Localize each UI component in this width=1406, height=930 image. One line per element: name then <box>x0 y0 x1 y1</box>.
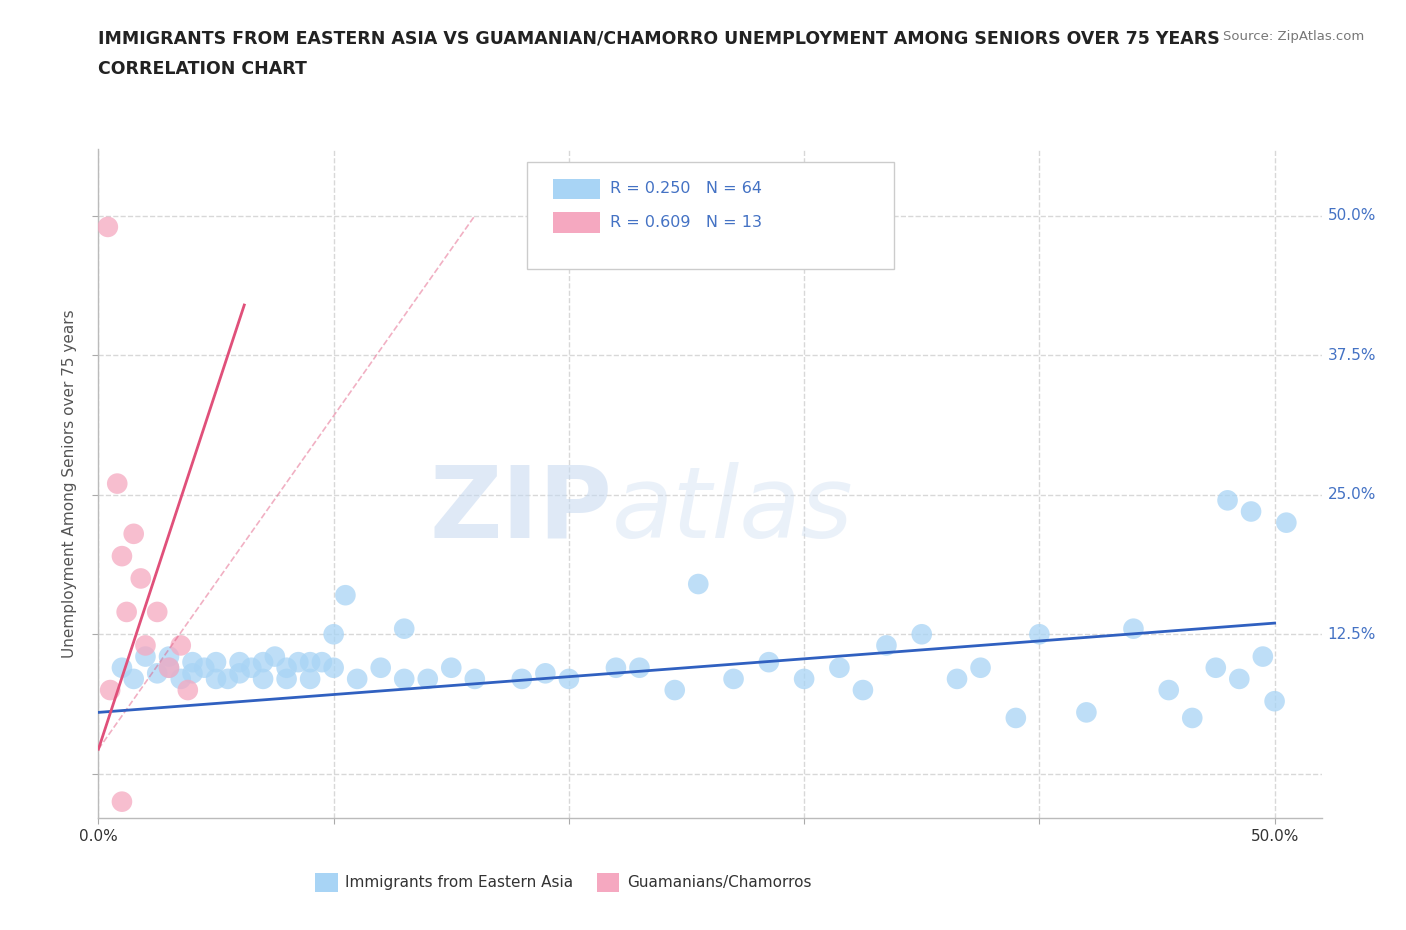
Point <box>276 671 298 686</box>
Point <box>97 219 120 234</box>
Point <box>217 671 239 686</box>
Text: R = 0.250   N = 64: R = 0.250 N = 64 <box>610 181 762 196</box>
FancyBboxPatch shape <box>526 162 894 270</box>
Point <box>1076 705 1098 720</box>
Point <box>664 683 686 698</box>
Point <box>464 671 486 686</box>
Point <box>1264 694 1286 709</box>
Point <box>510 671 533 686</box>
Point <box>793 671 815 686</box>
Point <box>181 655 204 670</box>
Point <box>628 660 651 675</box>
FancyBboxPatch shape <box>554 179 600 199</box>
Point <box>370 660 392 675</box>
Point <box>688 577 710 591</box>
Point <box>193 660 215 675</box>
Point <box>946 671 969 686</box>
Text: CORRELATION CHART: CORRELATION CHART <box>98 60 308 78</box>
Point <box>111 660 134 675</box>
Point <box>1251 649 1274 664</box>
Point <box>263 649 285 664</box>
Point <box>228 655 250 670</box>
Point <box>534 666 557 681</box>
Point <box>1205 660 1227 675</box>
Point <box>440 660 463 675</box>
Text: atlas: atlas <box>612 462 853 559</box>
Point <box>157 649 180 664</box>
Point <box>170 638 193 653</box>
Point <box>1216 493 1239 508</box>
Text: Source: ZipAtlas.com: Source: ZipAtlas.com <box>1223 30 1364 43</box>
Text: 37.5%: 37.5% <box>1327 348 1376 363</box>
Point <box>299 655 322 670</box>
Point <box>828 660 851 675</box>
Text: 50.0%: 50.0% <box>1327 208 1376 223</box>
Point <box>205 671 228 686</box>
Point <box>1275 515 1298 530</box>
Point <box>875 638 897 653</box>
Point <box>181 666 204 681</box>
FancyBboxPatch shape <box>554 212 600 232</box>
Point <box>911 627 934 642</box>
Point <box>98 683 121 698</box>
Legend: Immigrants from Eastern Asia, Guamanians/Chamorros: Immigrants from Eastern Asia, Guamanians… <box>309 867 818 897</box>
Point <box>1004 711 1026 725</box>
Point <box>157 660 180 675</box>
Point <box>122 671 145 686</box>
Point <box>129 571 152 586</box>
Point <box>177 683 200 698</box>
Point <box>723 671 745 686</box>
Text: ZIP: ZIP <box>429 462 612 559</box>
Point <box>115 604 138 619</box>
Point <box>392 621 416 636</box>
Point <box>969 660 991 675</box>
Point <box>240 660 263 675</box>
Point <box>1157 683 1180 698</box>
Point <box>111 549 134 564</box>
Point <box>758 655 780 670</box>
Point <box>105 476 128 491</box>
Point <box>252 655 274 670</box>
Text: 25.0%: 25.0% <box>1327 487 1376 502</box>
Point <box>111 794 134 809</box>
Point <box>276 660 298 675</box>
Point <box>322 627 344 642</box>
Point <box>346 671 368 686</box>
Point <box>228 666 250 681</box>
Point <box>299 671 322 686</box>
Point <box>852 683 875 698</box>
Point <box>1227 671 1250 686</box>
Point <box>558 671 581 686</box>
Point <box>170 671 193 686</box>
Point <box>252 671 274 686</box>
Point <box>146 604 169 619</box>
Y-axis label: Unemployment Among Seniors over 75 years: Unemployment Among Seniors over 75 years <box>62 310 77 658</box>
Point <box>335 588 357 603</box>
Text: R = 0.609   N = 13: R = 0.609 N = 13 <box>610 215 762 230</box>
Point <box>1181 711 1204 725</box>
Text: 12.5%: 12.5% <box>1327 627 1376 642</box>
Text: IMMIGRANTS FROM EASTERN ASIA VS GUAMANIAN/CHAMORRO UNEMPLOYMENT AMONG SENIORS OV: IMMIGRANTS FROM EASTERN ASIA VS GUAMANIA… <box>98 30 1220 47</box>
Point <box>134 649 156 664</box>
Point <box>311 655 333 670</box>
Point <box>287 655 309 670</box>
Point <box>146 666 169 681</box>
Point <box>1240 504 1263 519</box>
Point <box>205 655 228 670</box>
Point <box>605 660 627 675</box>
Point <box>157 660 180 675</box>
Point <box>134 638 156 653</box>
Point <box>416 671 439 686</box>
Point <box>392 671 416 686</box>
Point <box>1028 627 1050 642</box>
Point <box>122 526 145 541</box>
Point <box>322 660 344 675</box>
Point <box>1122 621 1144 636</box>
